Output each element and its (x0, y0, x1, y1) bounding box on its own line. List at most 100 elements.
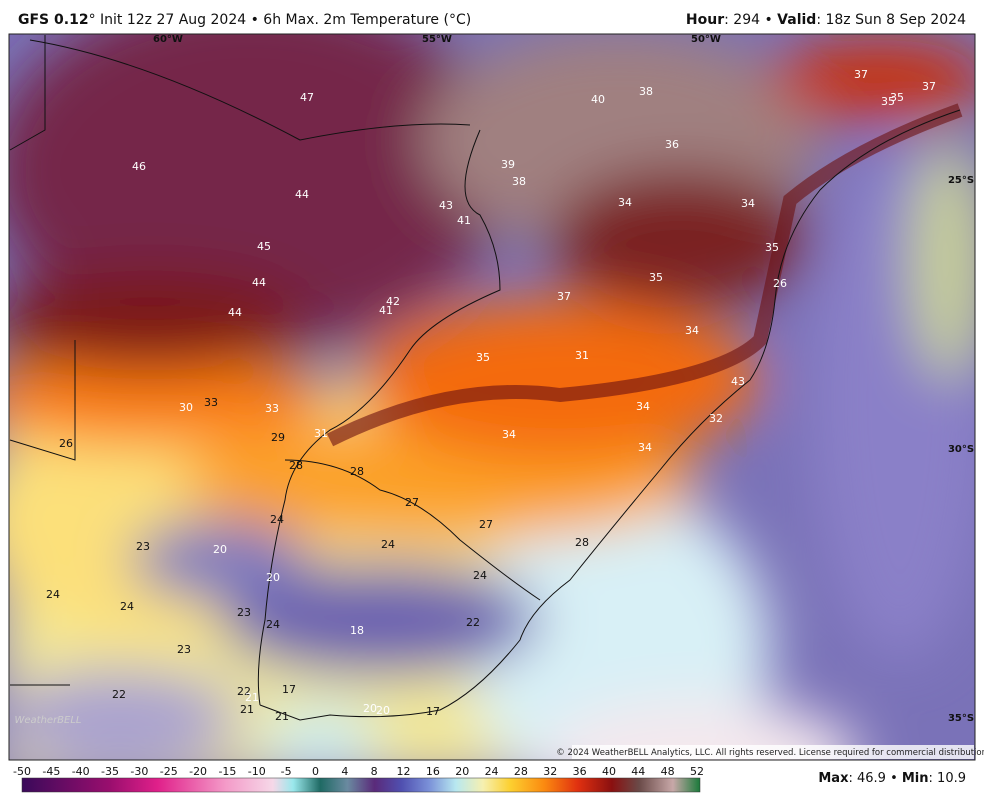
colorbar-tick-label: 8 (371, 765, 378, 778)
temperature-label: 22 (237, 685, 251, 698)
temperature-label: 35 (765, 241, 779, 254)
temperature-label: 23 (136, 540, 150, 553)
temperature-label: 36 (665, 138, 679, 151)
colorbar-tick-label: 52 (690, 765, 704, 778)
valid-value: : 18z Sun 8 Sep 2024 (816, 12, 966, 28)
temperature-label: 24 (270, 513, 284, 526)
temperature-label: 30 (179, 401, 193, 414)
temperature-label: 37 (854, 68, 868, 81)
temperature-label: 27 (405, 496, 419, 509)
temperature-label: 44 (295, 188, 309, 201)
temperature-label: 35 (476, 351, 490, 364)
valid-key: Valid (777, 12, 817, 28)
temperature-label: 23 (237, 606, 251, 619)
temperature-label: 38 (512, 175, 526, 188)
colorbar-tick-label: 20 (455, 765, 469, 778)
temperature-label: 39 (501, 158, 515, 171)
colorbar-tick-label: -10 (248, 765, 266, 778)
temperature-label: 35 (881, 95, 895, 108)
temperature-label: 38 (639, 85, 653, 98)
colorbar-tick-label: -15 (218, 765, 236, 778)
description: ° Init 12z 27 Aug 2024 • 6h Max. 2m Temp… (88, 12, 472, 28)
logo: WeatherBELL (14, 715, 81, 726)
temperature-label: 34 (618, 196, 632, 209)
temperature-label: 31 (314, 427, 328, 440)
copyright: © 2024 WeatherBELL Analytics, LLC. All r… (556, 748, 984, 758)
temperature-label: 34 (741, 197, 755, 210)
model: GFS 0.12 (18, 12, 89, 28)
temperature-label: 21 (245, 691, 259, 704)
temperature-label: 28 (575, 536, 589, 549)
max-value: : 46.9 • (848, 771, 902, 786)
temperature-label: 28 (350, 465, 364, 478)
temperature-label: 32 (709, 412, 723, 425)
grid-label: 30°S (948, 444, 974, 455)
temperature-label: 26 (59, 437, 73, 450)
temperature-label: 37 (922, 80, 936, 93)
temperature-label: 34 (502, 428, 516, 441)
grid-label: 25°S (948, 175, 974, 186)
temperature-label: 34 (685, 324, 699, 337)
temperature-label: 33 (265, 402, 279, 415)
temperature-label: 17 (426, 705, 440, 718)
colorbar (21, 777, 701, 793)
colorbar-tick-label: -40 (72, 765, 90, 778)
temperature-label: 45 (257, 240, 271, 253)
temperature-label: 34 (638, 441, 652, 454)
temperature-label: 43 (439, 199, 453, 212)
colorbar-tick-label: 48 (661, 765, 675, 778)
temperature-label: 24 (473, 569, 487, 582)
temperature-label: 27 (479, 518, 493, 531)
min-value: : 10.9 (928, 771, 966, 786)
colorbar-tick-label: -20 (189, 765, 207, 778)
temperature-label: 44 (252, 276, 266, 289)
temperature-label: 44 (228, 306, 242, 319)
temperature-label: 35 (649, 271, 663, 284)
colorbar-tick-label: 28 (514, 765, 528, 778)
colorbar-tick-label: 0 (312, 765, 319, 778)
colorbar-tick-label: -30 (130, 765, 148, 778)
grid-label: 35°S (948, 713, 974, 724)
temperature-label: 24 (46, 588, 60, 601)
temperature-label: 22 (466, 616, 480, 629)
grid-label: 60°W (153, 34, 183, 45)
temperature-label: 20 (376, 704, 390, 717)
temperature-label: 20 (213, 543, 227, 556)
temperature-label: 33 (204, 396, 218, 409)
temperature-label: 22 (112, 688, 126, 701)
temperature-label: 31 (575, 349, 589, 362)
colorbar-tick-label: 24 (485, 765, 499, 778)
colorbar-tick-label: -50 (13, 765, 31, 778)
temperature-label: 43 (731, 375, 745, 388)
colorbar-tick-label: 44 (631, 765, 645, 778)
colorbar-tick-label: 16 (426, 765, 440, 778)
temperature-label: 18 (350, 624, 364, 637)
colorbar-tick-label: 12 (397, 765, 411, 778)
colorbar-tick-label: 40 (602, 765, 616, 778)
temperature-label: 34 (636, 400, 650, 413)
temperature-label: 24 (266, 618, 280, 631)
temperature-label: 24 (120, 600, 134, 613)
grid-label: 55°W (422, 34, 452, 45)
max-key: Max (818, 771, 849, 786)
temperature-label: 28 (289, 459, 303, 472)
temperature-label: 35 (890, 91, 904, 104)
borders (9, 35, 961, 721)
colorbar-tick-label: 32 (543, 765, 557, 778)
colorbar-tick-label: 4 (341, 765, 348, 778)
colorbar-tick-label: -45 (42, 765, 60, 778)
temperature-label: 17 (282, 683, 296, 696)
temperature-label: 46 (132, 160, 146, 173)
temperature-label: 23 (177, 643, 191, 656)
colorbar-tick-label: -25 (160, 765, 178, 778)
temperature-label: 29 (271, 431, 285, 444)
temperature-label: 20 (266, 571, 280, 584)
header-left: GFS 0.12° Init 12z 27 Aug 2024 • 6h Max.… (18, 12, 471, 28)
temperature-label: 26 (773, 277, 787, 290)
temperature-label: 40 (591, 93, 605, 106)
temperature-label: 20 (363, 702, 377, 715)
grid-label: 50°W (691, 34, 721, 45)
